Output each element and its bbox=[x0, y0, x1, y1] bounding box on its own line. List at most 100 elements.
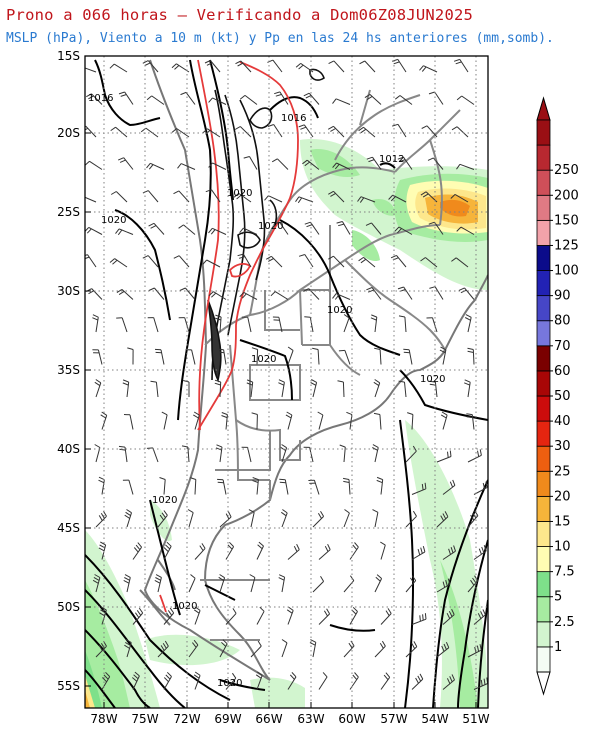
wind-barb-feather bbox=[118, 91, 125, 95]
wind-barb-feather bbox=[346, 411, 353, 416]
wind-barb-feather bbox=[449, 676, 453, 683]
wind-barb bbox=[132, 675, 140, 690]
wind-barb-feather bbox=[187, 509, 194, 514]
wind-barb bbox=[250, 645, 262, 658]
wind-barb-feather bbox=[330, 128, 336, 132]
wind-barb-feather bbox=[474, 510, 479, 516]
colorbar-swatch bbox=[536, 395, 551, 422]
wind-barb-feather bbox=[275, 93, 282, 97]
wind-barb-feather bbox=[163, 547, 169, 552]
wind-barb-feather bbox=[239, 227, 244, 234]
isobar-label: 1020 bbox=[227, 188, 252, 199]
wind-barb-feather bbox=[142, 255, 149, 259]
wind-barb bbox=[194, 479, 197, 495]
wind-barb-feather bbox=[171, 63, 177, 69]
wind-barb-feather bbox=[216, 444, 223, 448]
wind-barb-feather bbox=[165, 674, 171, 680]
wind-barb-feather bbox=[180, 91, 187, 96]
wind-barb bbox=[411, 414, 414, 430]
wind-barb-feather bbox=[398, 315, 405, 318]
wind-barb-feather bbox=[428, 221, 435, 225]
wind-barb-feather bbox=[194, 606, 201, 611]
wind-barb bbox=[126, 642, 132, 658]
wind-barb-feather bbox=[241, 293, 247, 299]
wind-barb-feather bbox=[92, 314, 99, 318]
wind-barb-feather bbox=[181, 445, 188, 448]
wind-barb-feather bbox=[137, 542, 142, 548]
colorbar-label: 80 bbox=[554, 314, 571, 329]
lat-label: 45S bbox=[57, 521, 80, 535]
wind-barb-feather bbox=[424, 482, 427, 489]
colorbar-min-arrow bbox=[536, 671, 551, 696]
wind-barb-feather bbox=[286, 609, 293, 614]
wind-barb-feather bbox=[365, 222, 372, 226]
colorbar-swatch bbox=[536, 445, 551, 472]
wind-barb-feather bbox=[109, 63, 115, 69]
wind-barb bbox=[85, 125, 97, 138]
wind-barb-feather bbox=[467, 347, 474, 350]
wind-barb bbox=[240, 60, 252, 73]
lat-label: 35S bbox=[57, 363, 80, 377]
wind-barb-feather bbox=[456, 95, 463, 101]
wind-barb-feather bbox=[383, 674, 389, 681]
wind-barb-feather bbox=[163, 677, 169, 683]
wind-barb-feather bbox=[440, 515, 445, 522]
wind-barb-feather bbox=[304, 316, 311, 318]
colorbar-swatch bbox=[536, 144, 551, 171]
wind-barb bbox=[460, 226, 475, 235]
wind-barb-feather bbox=[100, 541, 106, 546]
wind-barb-feather bbox=[249, 574, 256, 578]
wind-barb-feather bbox=[467, 350, 474, 353]
wind-barb-feather bbox=[403, 351, 410, 354]
wind-barb bbox=[223, 349, 227, 365]
wind-barb-feather bbox=[289, 674, 295, 680]
wind-barb-feather bbox=[237, 253, 244, 257]
wind-barb-feather bbox=[480, 679, 483, 686]
wind-barb bbox=[317, 349, 320, 365]
wind-barb bbox=[397, 124, 407, 138]
colorbar-label: 90 bbox=[554, 289, 571, 304]
wind-barb-feather bbox=[366, 156, 373, 160]
wind-barb bbox=[147, 190, 159, 203]
wind-barb bbox=[115, 191, 128, 203]
wind-barb-feather bbox=[464, 382, 470, 386]
wind-barb-feather bbox=[179, 287, 186, 291]
wind-barb-feather bbox=[376, 574, 382, 579]
wind-barb-feather bbox=[306, 224, 313, 228]
wind-barb-feather bbox=[388, 194, 394, 200]
latitude-axis: 15S 20S 25S 30S 35S 40S 45S 50S 55S bbox=[57, 49, 91, 693]
wind-barb-feather bbox=[205, 130, 211, 135]
wind-barb bbox=[304, 254, 314, 268]
wind-barb bbox=[247, 447, 252, 463]
precip-colorbar: 1 2.5 5 7.5 10 15 20 25 30 40 50 60 70 80 90 100 125 150 2… bbox=[536, 96, 579, 696]
wind-barb-feather bbox=[239, 292, 245, 298]
wind-barb-feather bbox=[312, 347, 319, 350]
wind-barb bbox=[434, 91, 444, 105]
wind-barb-feather bbox=[251, 412, 258, 415]
wind-barb-feather bbox=[118, 290, 125, 296]
wind-barb bbox=[225, 613, 237, 625]
wind-barb-feather bbox=[352, 674, 358, 680]
wind-barb-feather bbox=[470, 579, 475, 586]
wind-barb-feather bbox=[222, 639, 228, 645]
colorbar-label: 10 bbox=[554, 540, 571, 555]
wind-barb-feather bbox=[407, 412, 414, 415]
wind-barb bbox=[335, 98, 351, 105]
wind-barb-feather bbox=[391, 58, 398, 62]
wind-barb-feather bbox=[327, 125, 334, 130]
wind-barb bbox=[225, 677, 237, 690]
wind-barb-feather bbox=[415, 677, 419, 684]
wind-barb-feather bbox=[239, 95, 246, 100]
wind-barb bbox=[145, 127, 159, 138]
wind-barb-feather bbox=[241, 229, 247, 235]
wind-barb-feather bbox=[445, 642, 450, 648]
wind-barb bbox=[399, 95, 413, 105]
wind-barb-feather bbox=[451, 126, 458, 131]
wind-barb-feather bbox=[422, 193, 429, 198]
wind-barb bbox=[380, 479, 384, 495]
wind-barb-feather bbox=[339, 444, 346, 448]
wind-barb-feather bbox=[118, 157, 124, 161]
wind-barb-feather bbox=[397, 286, 404, 290]
wind-barb-feather bbox=[193, 411, 200, 416]
wind-barb bbox=[183, 224, 196, 235]
